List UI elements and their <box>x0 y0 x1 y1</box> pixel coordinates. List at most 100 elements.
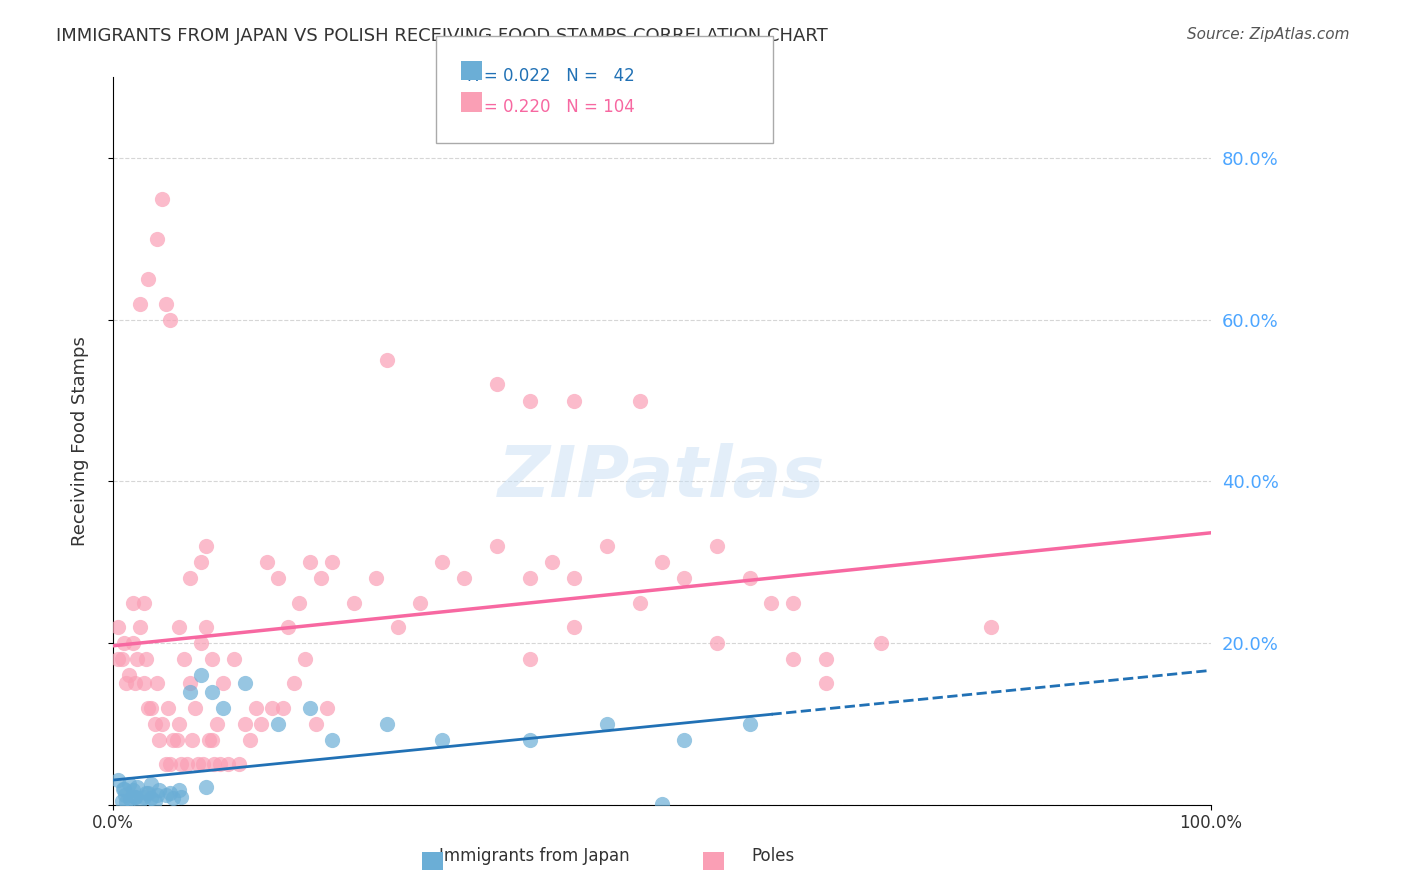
Point <box>201 733 224 747</box>
Point <box>121 783 143 797</box>
Point <box>155 296 177 310</box>
Point <box>124 789 146 804</box>
Point <box>125 652 148 666</box>
Point <box>129 620 152 634</box>
Point <box>980 620 1002 634</box>
Text: IMMIGRANTS FROM JAPAN VS POLISH RECEIVING FOOD STAMPS CORRELATION CHART: IMMIGRANTS FROM JAPAN VS POLISH RECEIVIN… <box>56 27 828 45</box>
Point <box>129 296 152 310</box>
Point <box>159 757 181 772</box>
Point <box>628 393 651 408</box>
Point <box>672 733 695 747</box>
Point <box>195 620 218 634</box>
Point <box>321 733 343 747</box>
Point <box>143 794 166 808</box>
Point <box>167 717 190 731</box>
Point <box>179 571 201 585</box>
Point <box>266 571 288 585</box>
Point <box>190 636 212 650</box>
Point <box>115 676 138 690</box>
Point <box>239 733 262 747</box>
Point <box>245 700 267 714</box>
Point <box>486 539 509 553</box>
Point <box>187 757 209 772</box>
Point <box>124 676 146 690</box>
Point <box>159 313 181 327</box>
Point <box>519 393 541 408</box>
Point <box>277 620 299 634</box>
Point <box>107 652 129 666</box>
Point <box>179 684 201 698</box>
Point <box>409 596 432 610</box>
Point <box>211 700 233 714</box>
Point <box>283 676 305 690</box>
Point <box>343 596 366 610</box>
Point <box>211 676 233 690</box>
Point <box>375 717 398 731</box>
Point <box>672 571 695 585</box>
Point <box>260 700 283 714</box>
Point <box>184 700 207 714</box>
Point <box>170 757 193 772</box>
Point <box>198 733 221 747</box>
Point <box>155 788 177 802</box>
Point <box>305 717 328 731</box>
Text: Poles: Poles <box>752 847 794 865</box>
Point <box>190 555 212 569</box>
Point <box>596 717 619 731</box>
Point <box>738 717 761 731</box>
Point <box>107 620 129 634</box>
Point <box>111 652 134 666</box>
Point <box>166 733 188 747</box>
Point <box>651 797 673 811</box>
Point <box>145 676 167 690</box>
Point <box>430 555 453 569</box>
Point <box>107 773 129 788</box>
Point <box>782 652 804 666</box>
Point <box>173 652 195 666</box>
Point <box>112 781 135 796</box>
Point <box>112 636 135 650</box>
Point <box>217 757 239 772</box>
Point <box>628 596 651 610</box>
Point <box>311 571 333 585</box>
Point <box>180 733 202 747</box>
Point <box>170 789 193 804</box>
Point <box>156 700 179 714</box>
Point <box>233 676 256 690</box>
Point <box>150 717 173 731</box>
Point <box>121 596 143 610</box>
Point <box>299 700 322 714</box>
Point <box>145 232 167 246</box>
Point <box>136 786 159 800</box>
Point <box>596 539 619 553</box>
Point <box>256 555 278 569</box>
Point <box>136 700 159 714</box>
Point <box>738 571 761 585</box>
Point <box>294 652 316 666</box>
Point <box>114 788 136 802</box>
Point <box>125 780 148 794</box>
Point <box>706 636 728 650</box>
Point <box>155 757 177 772</box>
Point <box>148 733 170 747</box>
Point <box>132 596 155 610</box>
Point <box>375 353 398 368</box>
Point <box>115 795 138 809</box>
Point <box>135 652 157 666</box>
Point <box>167 783 190 797</box>
Point <box>202 757 225 772</box>
Point <box>145 788 167 802</box>
Point <box>316 700 339 714</box>
Point <box>486 377 509 392</box>
Point <box>562 393 585 408</box>
Point <box>143 717 166 731</box>
Text: R = 0.022   N =   42: R = 0.022 N = 42 <box>467 67 634 85</box>
Point <box>135 786 157 800</box>
Point <box>761 596 783 610</box>
Point <box>141 791 163 805</box>
Point <box>136 272 159 286</box>
Point <box>519 733 541 747</box>
Point <box>519 571 541 585</box>
Point <box>120 792 142 806</box>
Point <box>111 794 134 808</box>
